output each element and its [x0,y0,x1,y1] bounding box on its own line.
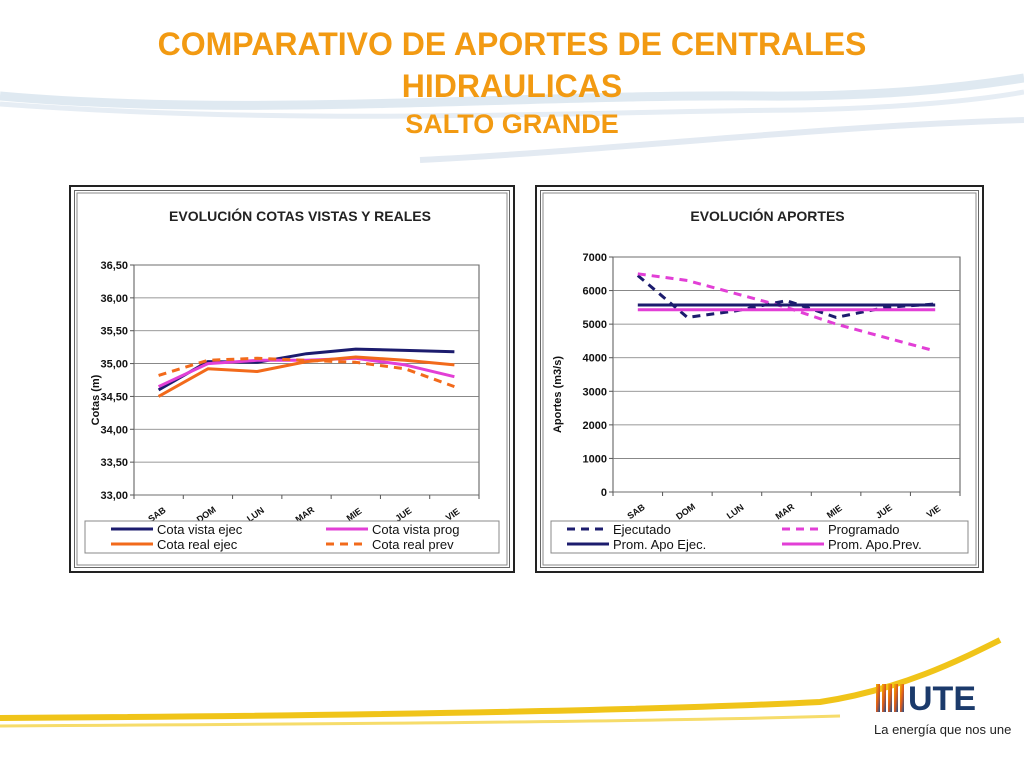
slide-subtitle: SALTO GRANDE [405,109,619,139]
chart-title: EVOLUCIÓN APORTES [690,207,844,224]
y-tick-label: 6000 [583,286,607,298]
chart-title: EVOLUCIÓN COTAS VISTAS Y REALES [169,207,431,224]
ute-logo: UTE [876,680,976,718]
ute-logo-wordmark: UTE [908,680,976,718]
legend-label: Cota real prev [372,537,454,552]
brand-tagline: La energía que nos une [874,722,1012,737]
series-line [157,347,455,392]
y-tick-label: 33,00 [100,490,128,502]
y-tick-label: 33,50 [100,457,128,469]
y-tick-label: 2000 [583,420,607,432]
y-tick-label: 5000 [583,319,607,331]
legend-label: Cota vista ejec [157,522,243,537]
legend-label: Ejecutado [613,522,671,537]
slide-title-line2: HIDRAULICAS [401,68,623,104]
chart-cotas: EVOLUCIÓN COTAS VISTAS Y REALES 36,50 36,0… [76,192,508,566]
y-tick-label: 36,50 [100,260,128,272]
legend-label: Programado [828,522,900,537]
series-line [157,355,455,398]
y-tick-label: 3000 [583,386,607,398]
legend-label: Cota vista prog [372,522,459,537]
series-line [636,274,936,319]
y-tick-label: 36,00 [100,293,128,305]
legend-label: Prom. Apo Ejec. [613,537,706,552]
y-tick-label: 7000 [583,252,607,264]
series-line [637,272,936,353]
legend-box [550,520,969,554]
y-tick-label: 34,00 [100,424,128,436]
y-axis-label: Aportes (m3/s) [552,356,564,433]
y-tick-label: 4000 [583,353,607,365]
legend-box [84,520,500,554]
chart-panel-aportes: EVOLUCIÓN APORTES 7000 6000 5000 4000 3000 200… [535,185,984,573]
y-tick-label: 35,00 [100,359,128,371]
plot-area [133,264,480,496]
y-tick-label: 34,50 [100,391,128,403]
y-tick-label: 35,50 [100,326,128,338]
plot-area [612,256,961,493]
legend-label: Cota real ejec [157,537,238,552]
y-tick-label: 1000 [583,453,607,465]
chart-panel-cotas: EVOLUCIÓN COTAS VISTAS Y REALES 36,50 36,0… [69,185,515,573]
slide-title-line1: COMPARATIVO DE APORTES DE CENTRALES [157,26,867,62]
y-axis-label: Cotas (m) [90,374,102,425]
chart-aportes: EVOLUCIÓN APORTES 7000 6000 5000 4000 3000 200… [542,192,977,566]
legend-label: Prom. Apo.Prev. [828,537,922,552]
y-tick-label: 0 [601,487,607,499]
